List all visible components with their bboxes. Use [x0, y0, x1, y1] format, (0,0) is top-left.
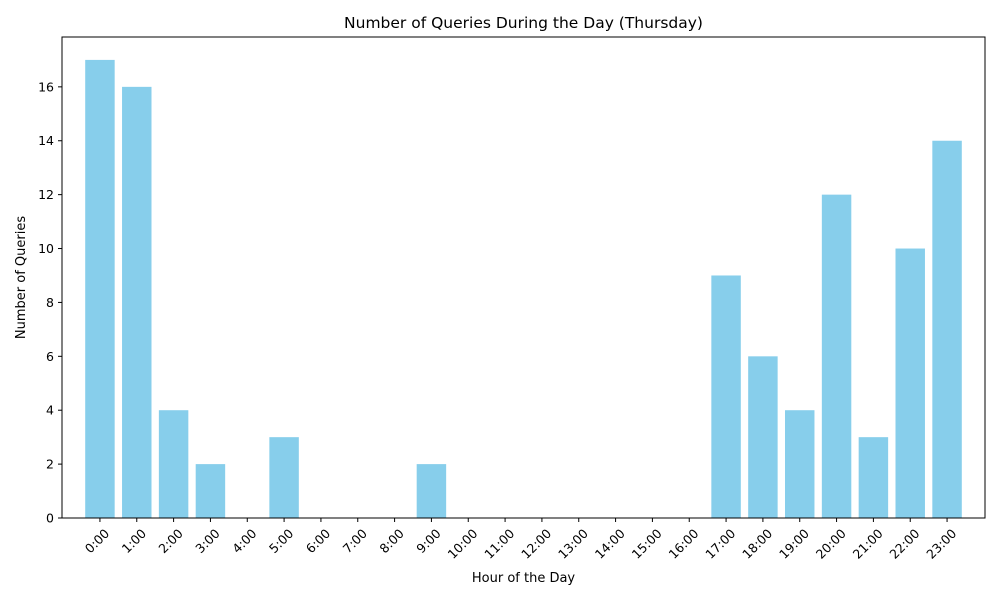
y-tick-label: 0: [46, 511, 54, 526]
y-axis-title: Number of Queries: [14, 216, 29, 339]
x-tick-label: 17:00: [702, 526, 738, 562]
y-tick-label: 8: [46, 295, 54, 310]
bar-20-00: [821, 194, 852, 518]
x-tick-label: 1:00: [119, 526, 149, 556]
y-tick-label: 2: [46, 457, 54, 472]
plot-frame: [61, 36, 986, 519]
y-tick-label: 16: [38, 79, 54, 94]
x-tick-label: 9:00: [413, 526, 443, 556]
x-tick-label: 6:00: [303, 526, 333, 556]
bar-17-00: [711, 275, 741, 518]
x-axis-title: Hour of the Day: [472, 571, 576, 586]
x-tick-label: 18:00: [739, 526, 775, 562]
x-tick-label: 13:00: [555, 526, 591, 562]
y-tick-label: 4: [46, 403, 54, 418]
bar-1-00: [122, 86, 152, 519]
x-tick-label: 2:00: [155, 526, 185, 556]
x-tick-label: 14:00: [592, 526, 628, 562]
bar-2-00: [158, 410, 189, 518]
x-tick-label: 7:00: [340, 526, 370, 556]
x-tick-label: 16:00: [665, 526, 701, 562]
x-tick-label: 10:00: [444, 526, 480, 562]
x-tick-label: 23:00: [923, 526, 959, 562]
bar-21-00: [858, 437, 889, 518]
bar-19-00: [785, 410, 815, 518]
x-tick-label: 3:00: [192, 526, 222, 556]
y-tick-label: 12: [38, 187, 54, 202]
bar-18-00: [748, 356, 778, 518]
x-tick-label: 19:00: [776, 526, 812, 562]
y-axis: 0 2 4 6 8 10 12 14 16: [38, 79, 62, 526]
x-tick-label: 4:00: [229, 526, 259, 556]
x-tick-label: 20:00: [813, 526, 849, 562]
bar-0-00: [85, 59, 115, 519]
x-tick-label: 0:00: [82, 526, 112, 556]
y-tick-label: 6: [46, 349, 54, 364]
x-tick-label: 21:00: [850, 526, 886, 562]
bar-23-00: [932, 140, 962, 518]
chart-title: Number of Queries During the Day (Thursd…: [344, 14, 703, 32]
y-tick-label: 10: [38, 241, 54, 256]
x-tick-label: 15:00: [629, 526, 665, 562]
bar-3-00: [195, 464, 226, 518]
bar-9-00: [416, 464, 447, 518]
bars-layer: [85, 59, 962, 519]
x-tick-label: 12:00: [518, 526, 554, 562]
y-tick-label: 14: [38, 133, 54, 148]
x-axis: 0:00 1:00 2:00 3:00 4:00 5:00 6:00 7:00 8:00 9:00…: [82, 518, 959, 562]
x-tick-label: 5:00: [266, 526, 296, 556]
bar-22-00: [895, 248, 925, 518]
x-tick-label: 8:00: [376, 526, 406, 556]
x-tick-label: 11:00: [481, 526, 517, 562]
x-tick-label: 22:00: [886, 526, 922, 562]
bar-5-00: [269, 437, 299, 518]
